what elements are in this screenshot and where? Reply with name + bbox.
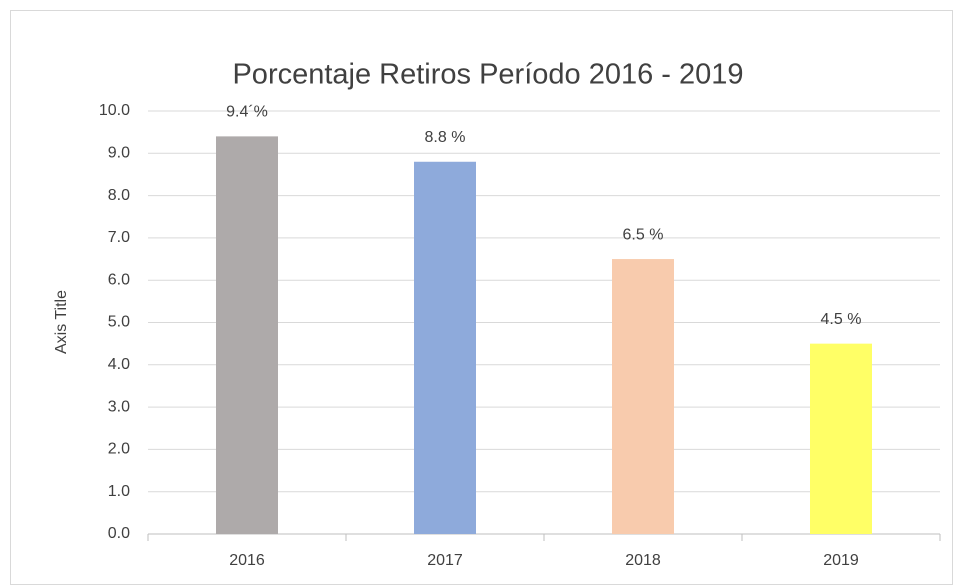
y-tick-label: 10.0	[99, 102, 130, 119]
bar	[810, 343, 872, 534]
chart-title: Porcentaje Retiros Período 2016 - 2019	[232, 59, 743, 91]
y-tick-label: 3.0	[108, 398, 130, 415]
value-label: 6.5 %	[623, 226, 664, 243]
y-tick-label: 7.0	[108, 229, 130, 246]
bar	[612, 259, 674, 534]
x-tick-label: 2016	[229, 552, 265, 569]
x-tick-label: 2018	[625, 552, 661, 569]
bar	[414, 161, 476, 534]
y-tick-label: 5.0	[108, 314, 130, 331]
y-tick-label: 0.0	[108, 525, 130, 542]
x-tick-label: 2019	[823, 552, 859, 569]
y-tick-label: 6.0	[108, 271, 130, 288]
y-tick-label: 2.0	[108, 441, 130, 458]
chart-border	[10, 10, 953, 585]
value-label: 8.8 %	[425, 129, 466, 146]
y-tick-label: 8.0	[108, 187, 130, 204]
y-tick-label: 4.0	[108, 356, 130, 373]
y-axis-title: Axis Title	[53, 290, 70, 354]
y-tick-label: 9.0	[108, 145, 130, 162]
x-tick-label: 2017	[427, 552, 463, 569]
y-tick-label: 1.0	[108, 483, 130, 500]
value-label: 9.4´%	[226, 104, 268, 121]
value-label: 4.5 %	[821, 311, 862, 328]
bar	[216, 136, 278, 534]
